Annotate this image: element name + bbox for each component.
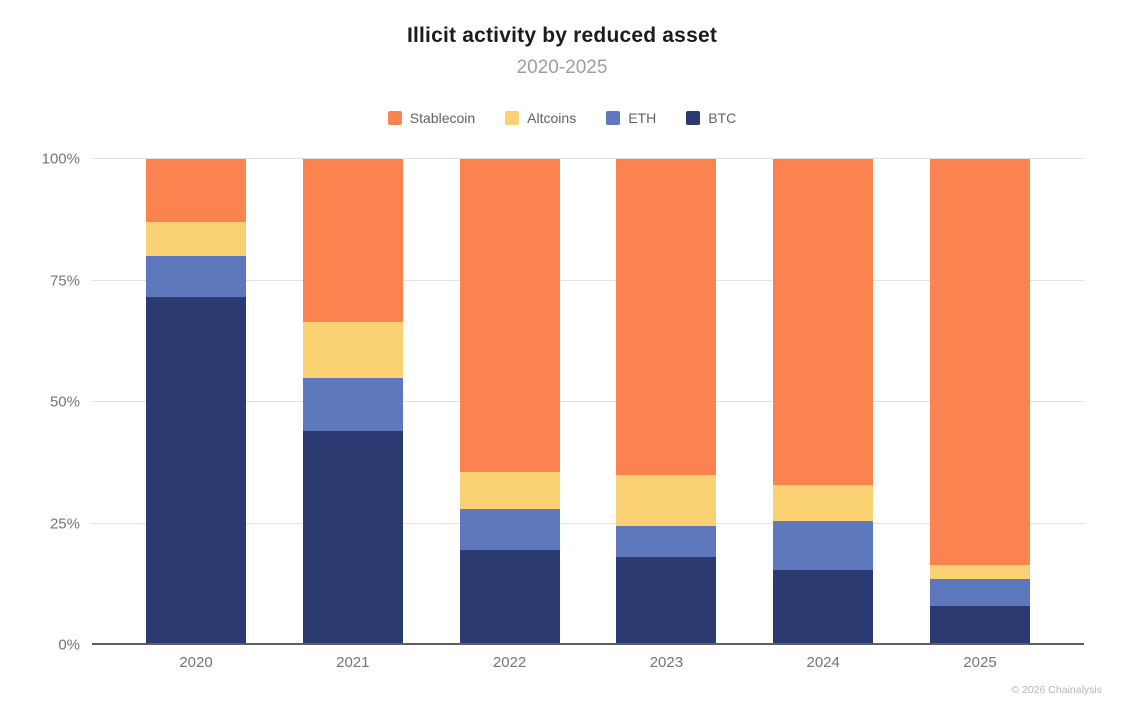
chart-subtitle: 2020-2025	[516, 57, 608, 78]
bar-segment-stablecoin-2025	[929, 159, 1030, 565]
legend-label-stablecoin: Stablecoin	[409, 110, 476, 126]
stacked-bar-2023	[616, 159, 717, 645]
stacked-bar-2022	[459, 159, 560, 645]
bar-segment-btc-2020	[146, 297, 246, 645]
bar-segment-eth-2025	[929, 579, 1030, 607]
legend-label-eth: ETH	[628, 110, 657, 126]
bar-segment-altcoins-2020	[146, 222, 246, 257]
legend-item-eth: ETH	[606, 110, 656, 126]
legend-swatch-btc-icon	[686, 111, 701, 125]
stacked-bar-2021	[302, 159, 403, 645]
y-tick-label-50: 50%	[49, 393, 80, 411]
bar-segment-btc-2025	[929, 606, 1030, 645]
bar-segment-altcoins-2022	[459, 472, 560, 509]
y-tick-label-0: 0%	[58, 636, 80, 654]
bar-segment-stablecoin-2022	[459, 159, 560, 473]
x-tick-label-2020: 2020	[179, 654, 213, 671]
stacked-bar-2024	[773, 159, 874, 645]
bar-segment-eth-2022	[459, 508, 560, 551]
bar-segment-stablecoin-2020	[146, 159, 246, 223]
gridline-75	[92, 279, 1084, 281]
bar-segment-stablecoin-2021	[302, 159, 403, 322]
bar-segment-eth-2021	[302, 377, 403, 432]
legend-item-btc: BTC	[686, 110, 736, 126]
gridline-50	[92, 401, 1084, 402]
bar-segment-btc-2023	[616, 557, 717, 645]
bars-row	[92, 159, 1084, 645]
gridline-0	[92, 643, 1084, 645]
bar-segment-btc-2024	[773, 569, 874, 645]
bar-segment-stablecoin-2024	[773, 159, 874, 485]
legend-label-altcoins: Altcoins	[527, 110, 577, 126]
legend-swatch-altcoins-icon	[505, 111, 520, 125]
x-tick-label-2023: 2023	[649, 654, 684, 671]
gridline-100	[92, 158, 1084, 159]
x-tick-label-2021: 2021	[336, 654, 370, 671]
stacked-bar-2025	[929, 159, 1030, 645]
bar-segment-stablecoin-2023	[616, 159, 717, 475]
bar-segment-btc-2021	[302, 431, 403, 645]
bar-segment-altcoins-2023	[616, 474, 717, 526]
y-tick-label-25: 25%	[49, 515, 80, 532]
legend-swatch-stablecoin-icon	[387, 111, 402, 125]
bar-segment-btc-2022	[459, 550, 560, 645]
chart-title: Illicit activity by reduced asset	[406, 24, 718, 47]
x-tick-label-2024: 2024	[806, 654, 840, 671]
bar-segment-altcoins-2021	[302, 321, 403, 378]
bar-segment-eth-2023	[616, 525, 717, 558]
bar-segment-altcoins-2025	[929, 564, 1030, 580]
copyright-note: © 2026 Chainalysis	[1011, 684, 1102, 696]
legend-label-btc: BTC	[708, 110, 737, 126]
x-axis-labels: 2020 2021 2022 2023 2024 2025	[92, 654, 1084, 671]
plot-area: 2020 2021 2022 2023 2024 2025 0% 25% 50% 75% 100%	[42, 151, 1084, 671]
x-tick-label-2022: 2022	[492, 654, 527, 671]
y-tick-label-75: 75%	[49, 272, 80, 289]
legend-item-stablecoin: Stablecoin	[387, 110, 476, 126]
legend-swatch-eth-icon	[606, 111, 621, 125]
gridline-25	[92, 522, 1084, 524]
legend: Stablecoin Altcoins ETH BTC	[0, 110, 1124, 126]
bar-segment-eth-2020	[146, 256, 246, 298]
stacked-bar-2020	[146, 159, 246, 645]
y-tick-label-100: 100%	[41, 150, 80, 168]
legend-item-altcoins: Altcoins	[505, 110, 576, 126]
x-tick-label-2025: 2025	[963, 654, 997, 671]
bar-segment-eth-2024	[773, 521, 874, 570]
bar-segment-altcoins-2024	[773, 484, 874, 522]
